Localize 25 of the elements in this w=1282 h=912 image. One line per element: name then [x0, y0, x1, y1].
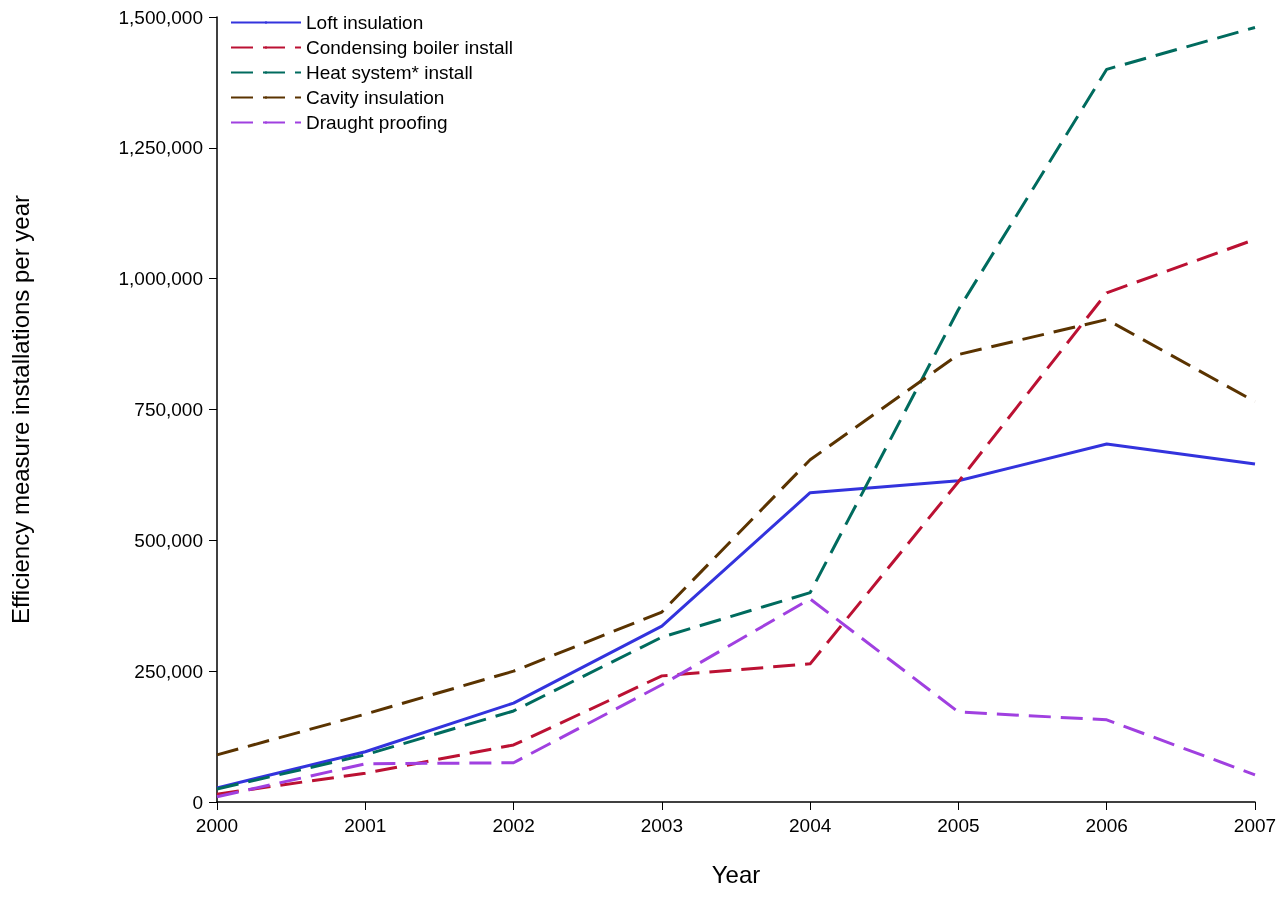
legend-label: Condensing boiler install — [306, 37, 514, 58]
y-tick-label: 1,250,000 — [118, 137, 203, 159]
legend-label: Cavity insulation — [306, 87, 445, 108]
legend-label: Draught proofing — [306, 112, 448, 133]
line-series — [215, 597, 1257, 799]
line-series — [215, 317, 1257, 757]
y-tick-label: 1,000,000 — [118, 268, 203, 290]
line-series — [215, 442, 1257, 790]
x-tick-label: 2006 — [1085, 815, 1128, 836]
legend-label: Loft insulation — [306, 12, 424, 33]
x-tick-label: 2003 — [640, 815, 683, 836]
y-tick-label: 500,000 — [134, 529, 203, 551]
y-tick-label: 0 — [192, 791, 203, 813]
y-axis-title: Efficiency measure installations per year — [6, 194, 34, 625]
x-tick-label: 2001 — [344, 815, 387, 836]
legend-label: Heat system* install — [306, 62, 473, 83]
x-tick-label: 2002 — [492, 815, 535, 836]
y-tick-label: 1,500,000 — [118, 6, 203, 28]
x-axis-title: Year — [711, 860, 761, 888]
x-tick-label: 2005 — [937, 815, 980, 836]
y-tick-label: 250,000 — [134, 660, 203, 682]
x-tick-label: 2004 — [789, 815, 832, 836]
x-tick-label: 2000 — [195, 815, 239, 836]
y-tick-label: 750,000 — [134, 399, 203, 420]
x-tick-label: 2007 — [1233, 815, 1277, 836]
